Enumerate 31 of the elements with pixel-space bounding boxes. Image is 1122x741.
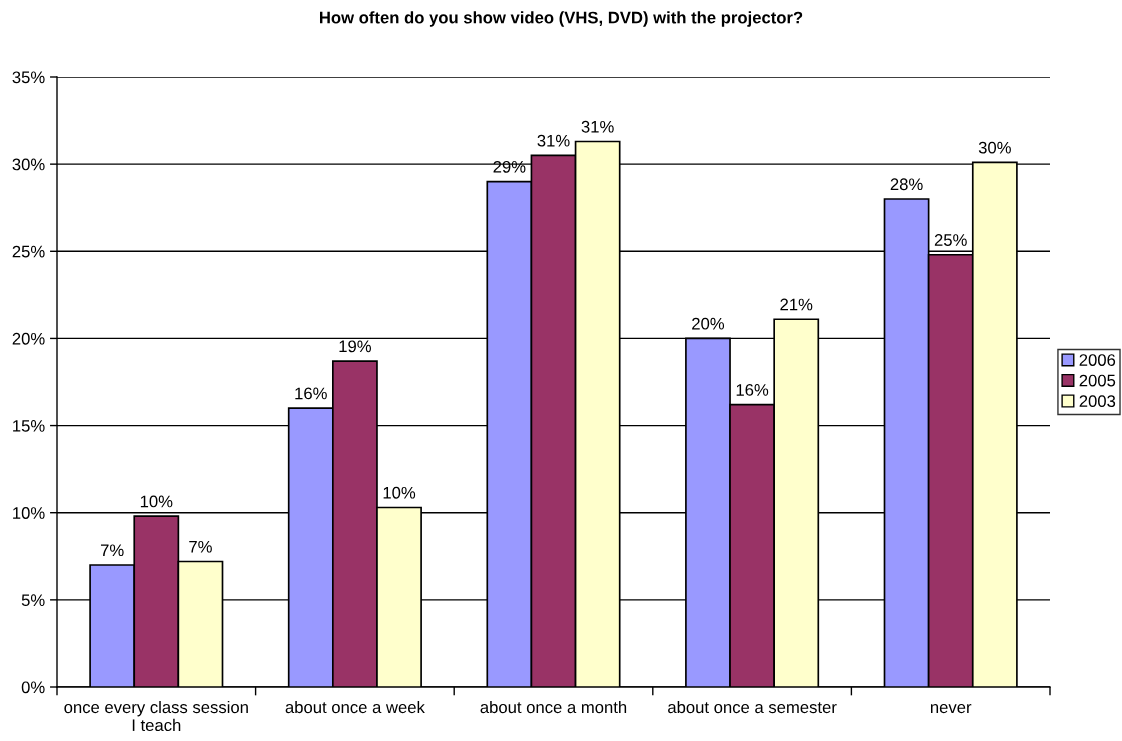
x-tick-label: about once a semester bbox=[668, 700, 837, 714]
data-label: 19% bbox=[339, 340, 371, 353]
legend-label: 2003 bbox=[1079, 395, 1116, 408]
legend-label: 2006 bbox=[1079, 354, 1116, 366]
data-label: 25% bbox=[934, 234, 967, 246]
x-tick-label: about once a month bbox=[480, 700, 627, 714]
data-label: 16% bbox=[295, 387, 327, 400]
data-label: 16% bbox=[736, 384, 769, 396]
data-label: 21% bbox=[780, 298, 813, 311]
data-label: 20% bbox=[692, 317, 725, 330]
data-label: 10% bbox=[383, 486, 416, 499]
y-tick-label: 35% bbox=[12, 71, 45, 84]
y-tick-label: 30% bbox=[12, 158, 45, 171]
chart-title: How often do you show video (VHS, DVD) with the projector? bbox=[320, 11, 803, 27]
data-label: 31% bbox=[581, 120, 614, 133]
data-label: 28% bbox=[890, 178, 923, 191]
data-label: 31% bbox=[537, 134, 570, 147]
x-tick-label: about once a week bbox=[285, 700, 425, 714]
y-tick-label: 0% bbox=[21, 681, 45, 694]
y-tick-label: 25% bbox=[12, 245, 45, 258]
y-tick-label: 20% bbox=[12, 332, 45, 345]
legend-label: 2005 bbox=[1079, 374, 1116, 387]
x-tick-label: once every class session I teach bbox=[64, 700, 248, 732]
y-tick-label: 5% bbox=[21, 594, 45, 607]
y-tick-label: 15% bbox=[13, 420, 45, 432]
data-label: 10% bbox=[140, 495, 173, 508]
x-tick-label: never bbox=[930, 704, 972, 714]
data-label: 7% bbox=[189, 540, 212, 553]
y-tick-label: 10% bbox=[13, 507, 45, 519]
data-label: 7% bbox=[100, 544, 124, 557]
data-label: 30% bbox=[978, 141, 1011, 154]
